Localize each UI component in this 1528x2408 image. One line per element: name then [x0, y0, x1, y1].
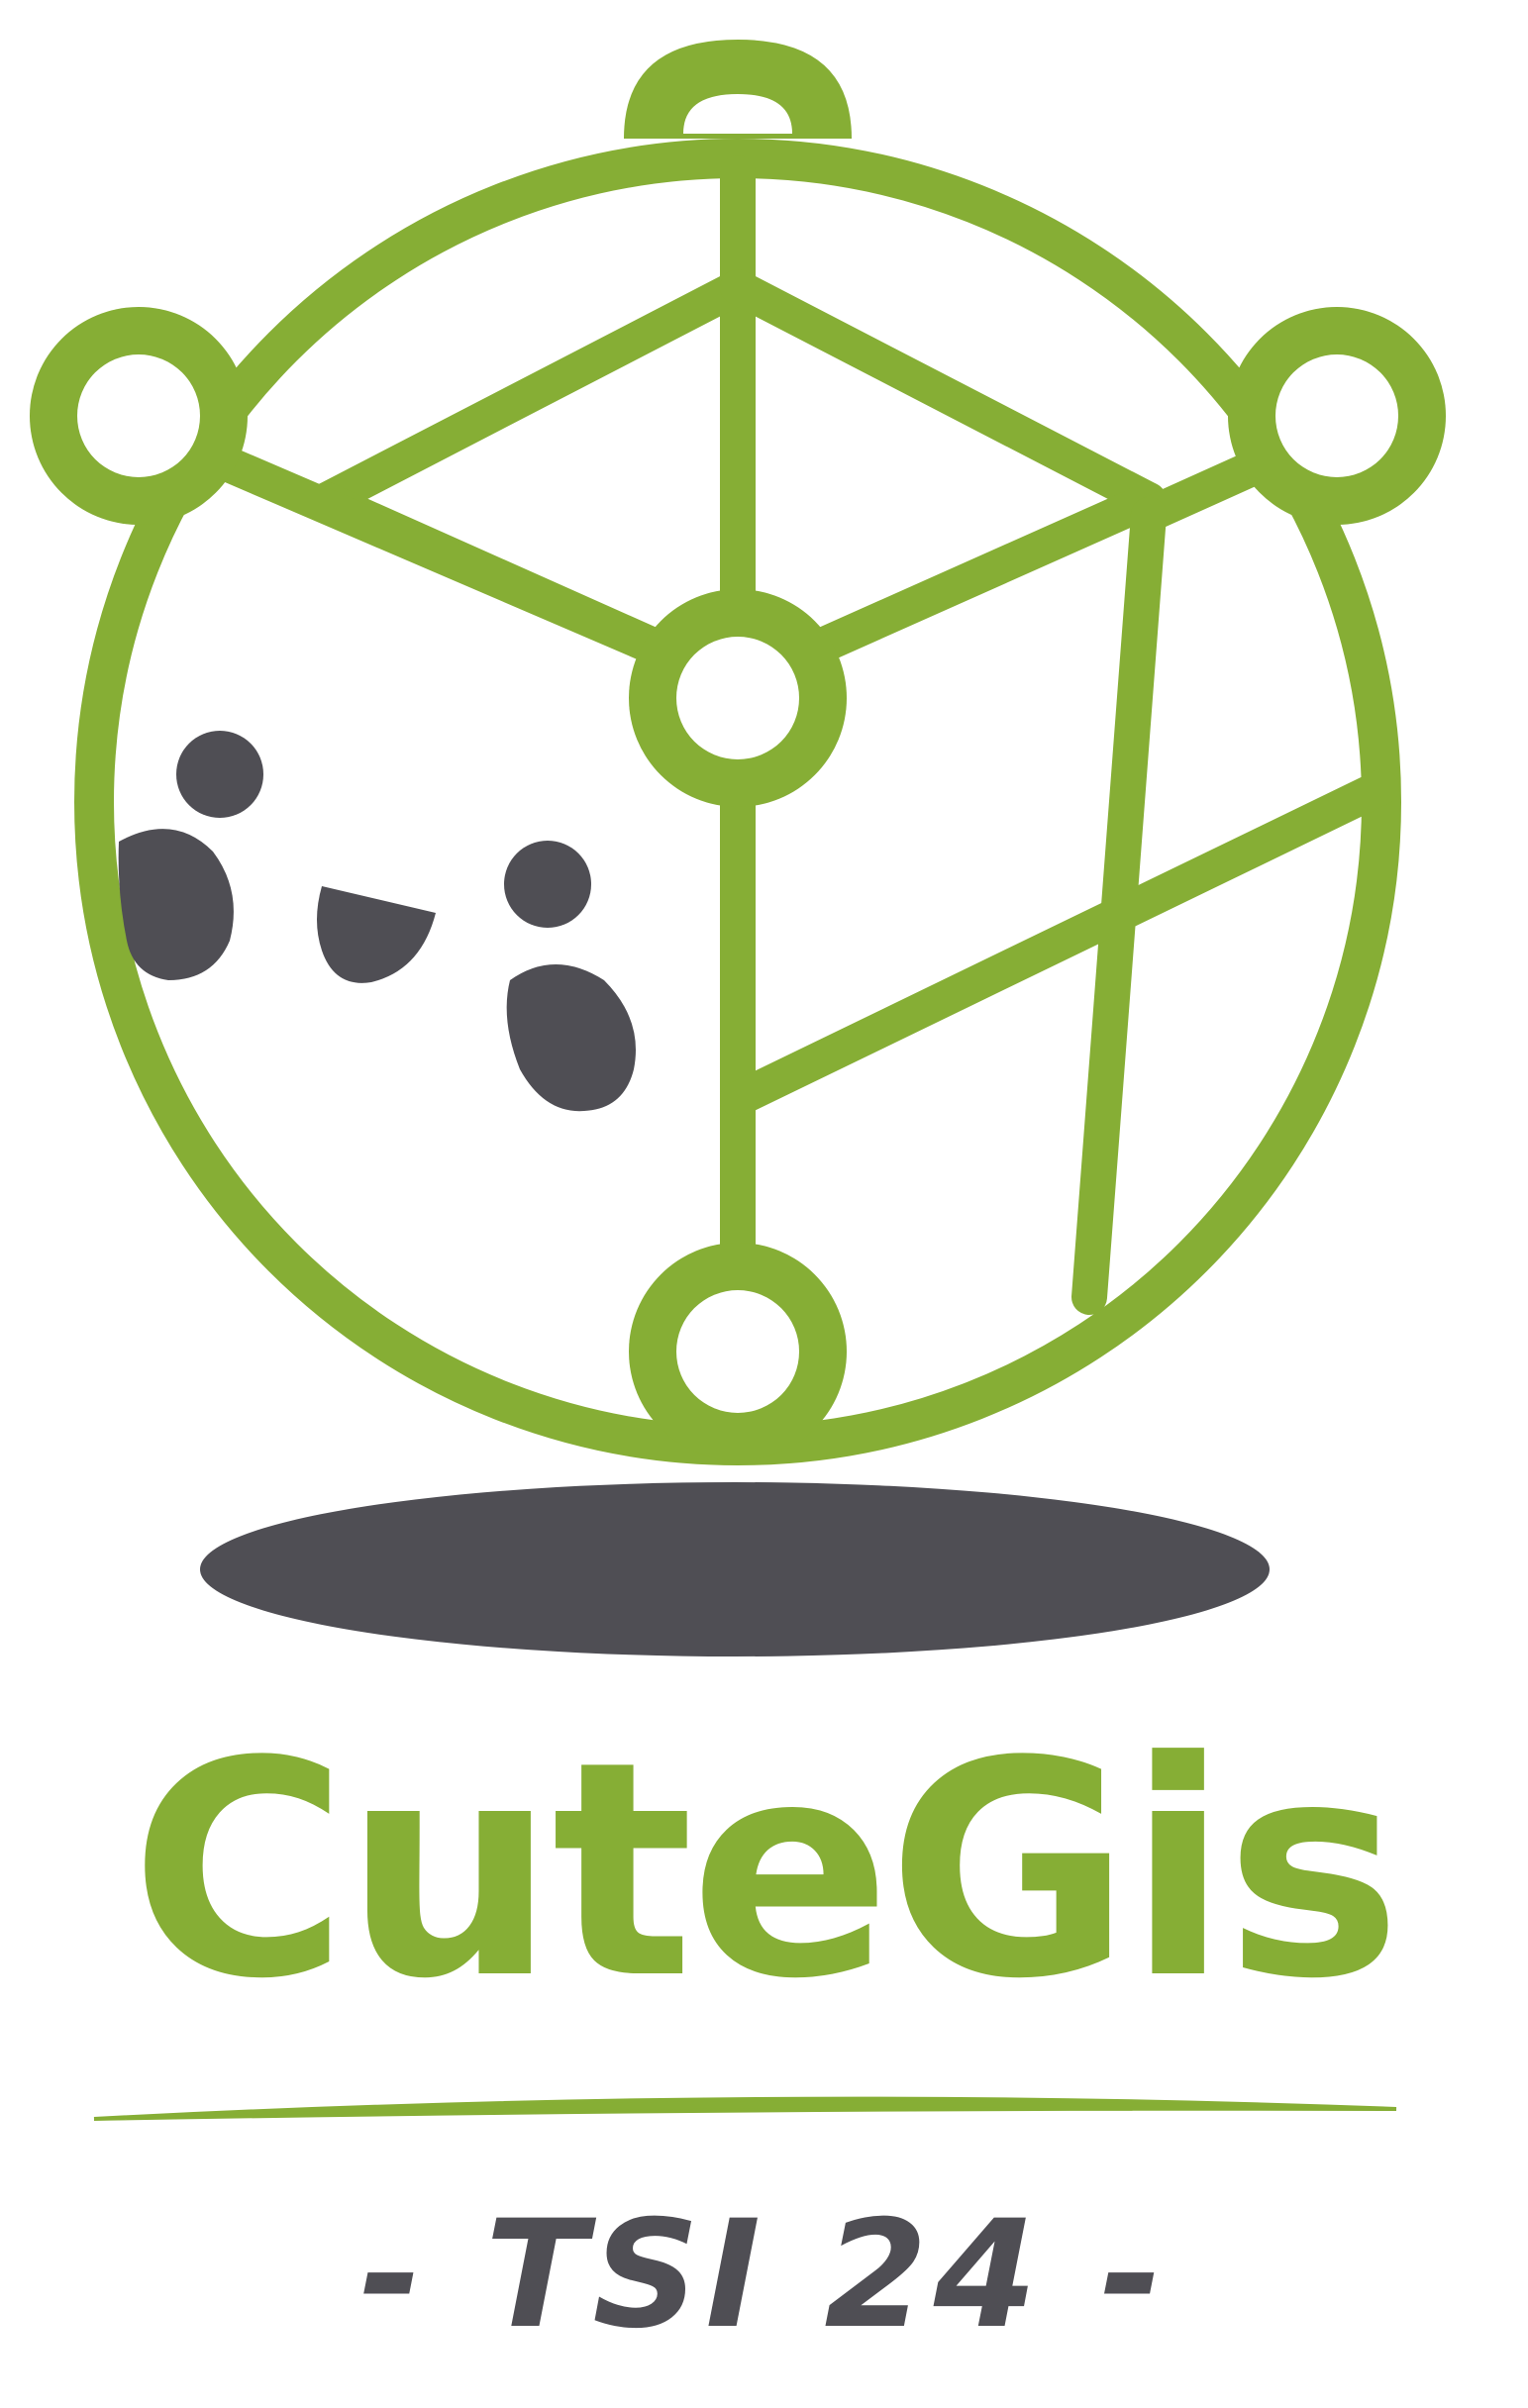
top-knob-icon [624, 40, 852, 139]
right-eye [506, 964, 636, 1112]
mascot-face-icon [118, 731, 636, 1112]
brand-wordmark: CuteGis [130, 1698, 1401, 2044]
brand-tagline: - TSI 24 - [359, 2189, 1169, 2361]
right-eye-highlight [504, 841, 591, 928]
mouth [317, 886, 436, 983]
divider-line [93, 2096, 1397, 2121]
left-eye [118, 829, 234, 980]
left-eye-highlight [176, 731, 263, 818]
shadow-ellipse-icon [200, 1482, 1270, 1656]
